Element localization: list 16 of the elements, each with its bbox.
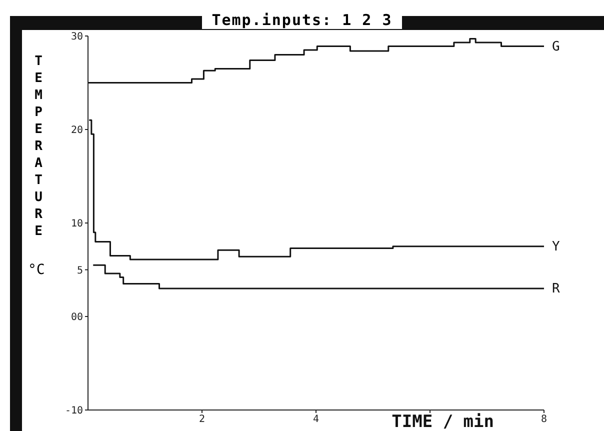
series-label: Y — [552, 239, 560, 254]
x-tick-label: 8 — [540, 414, 548, 426]
series-label: G — [552, 39, 560, 54]
x-tick-label: 2 — [198, 414, 206, 426]
x-axis-title: TIME / min — [392, 412, 494, 431]
y-tick-label: 00 — [70, 312, 83, 324]
y-tick-label: -10 — [64, 406, 83, 417]
y-tick-label: 20 — [70, 125, 83, 136]
series-label: R — [552, 281, 560, 296]
chart-title: Temp.inputs: 1 2 3 — [202, 11, 402, 29]
text: °C — [28, 262, 45, 278]
y-tick-label: 30 — [70, 32, 83, 43]
y-tick-label: 10 — [70, 218, 83, 230]
x-tick-label: 4 — [312, 414, 320, 426]
y-tick-label: 5 — [76, 265, 83, 276]
y-axis-title: TEMPERATURE — [31, 54, 46, 241]
